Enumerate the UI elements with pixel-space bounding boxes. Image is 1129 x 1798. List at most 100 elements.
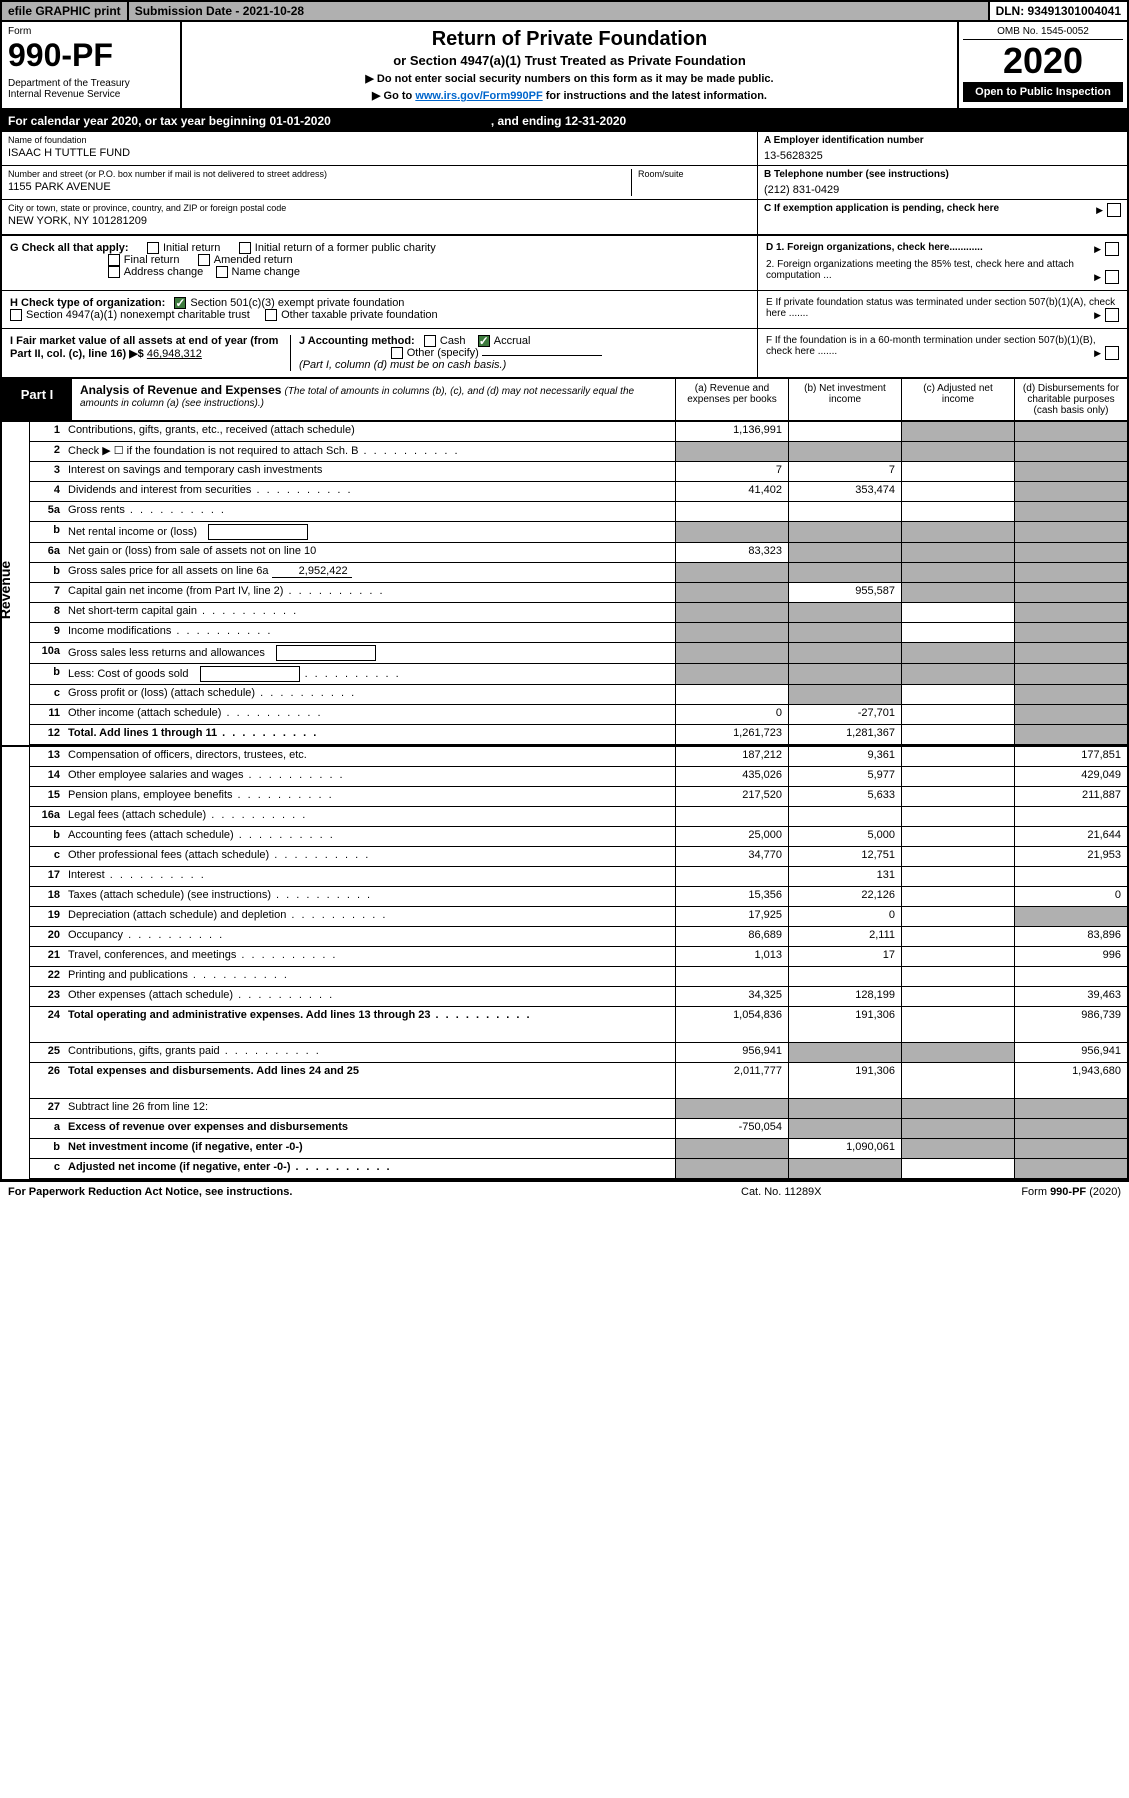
col-b-header: (b) Net investment income bbox=[788, 379, 901, 420]
table-row: 2Check ▶ ☐ if the foundation is not requ… bbox=[30, 442, 1127, 462]
value-cell-a bbox=[675, 807, 788, 826]
value-cell-b bbox=[788, 1043, 901, 1062]
table-row: 17Interest131 bbox=[30, 867, 1127, 887]
value-cell-b bbox=[788, 522, 901, 542]
value-cell-b: 22,126 bbox=[788, 887, 901, 906]
cb-4947a1[interactable] bbox=[10, 309, 22, 321]
value-cell-d bbox=[1014, 867, 1127, 886]
value-cell-c bbox=[901, 1063, 1014, 1098]
value-cell-b: 12,751 bbox=[788, 847, 901, 866]
value-cell-c bbox=[901, 867, 1014, 886]
checks-section: G Check all that apply: Initial return I… bbox=[0, 236, 1129, 379]
line-description: Capital gain net income (from Part IV, l… bbox=[64, 583, 675, 602]
line-description: Accounting fees (attach schedule) bbox=[64, 827, 675, 846]
value-cell-a bbox=[675, 643, 788, 663]
line-number: c bbox=[30, 847, 64, 866]
cb-cash[interactable] bbox=[424, 335, 436, 347]
table-row: 9Income modifications bbox=[30, 623, 1127, 643]
c-checkbox[interactable] bbox=[1096, 203, 1121, 217]
table-row: 15Pension plans, employee benefits217,52… bbox=[30, 787, 1127, 807]
value-cell-d: 956,941 bbox=[1014, 1043, 1127, 1062]
value-cell-b bbox=[788, 967, 901, 986]
cb-other-taxable[interactable] bbox=[265, 309, 277, 321]
value-cell-a bbox=[675, 603, 788, 622]
cb-initial-return[interactable] bbox=[147, 242, 159, 254]
value-cell-c bbox=[901, 987, 1014, 1006]
check-row-g: G Check all that apply: Initial return I… bbox=[2, 236, 1127, 291]
cb-name-change[interactable] bbox=[216, 266, 228, 278]
value-cell-c bbox=[901, 442, 1014, 461]
info-grid: Name of foundation ISAAC H TUTTLE FUND N… bbox=[0, 132, 1129, 236]
efile-label: efile GRAPHIC print bbox=[2, 2, 129, 20]
irs-link[interactable]: www.irs.gov/Form990PF bbox=[415, 90, 542, 102]
value-cell-d bbox=[1014, 807, 1127, 826]
line-number: 27 bbox=[30, 1099, 64, 1118]
line-description: Contributions, gifts, grants, etc., rece… bbox=[64, 422, 675, 441]
value-cell-a bbox=[675, 623, 788, 642]
value-cell-d: 83,896 bbox=[1014, 927, 1127, 946]
value-cell-c bbox=[901, 1159, 1014, 1178]
value-cell-c bbox=[901, 685, 1014, 704]
value-cell-c bbox=[901, 747, 1014, 766]
header-left: Form 990-PF Department of the TreasuryIn… bbox=[2, 22, 182, 108]
value-cell-d bbox=[1014, 705, 1127, 724]
cb-other-method[interactable] bbox=[391, 347, 403, 359]
value-cell-b bbox=[788, 543, 901, 562]
value-cell-d bbox=[1014, 1099, 1127, 1118]
value-cell-d bbox=[1014, 442, 1127, 461]
part1-header: Part I Analysis of Revenue and Expenses … bbox=[0, 379, 1129, 422]
value-cell-c bbox=[901, 522, 1014, 542]
table-row: bNet investment income (if negative, ent… bbox=[30, 1139, 1127, 1159]
line-number: 9 bbox=[30, 623, 64, 642]
value-cell-c bbox=[901, 623, 1014, 642]
line-number: 8 bbox=[30, 603, 64, 622]
check-row-h: H Check type of organization: Section 50… bbox=[2, 291, 1127, 329]
value-cell-d bbox=[1014, 1119, 1127, 1138]
table-row: 7Capital gain net income (from Part IV, … bbox=[30, 583, 1127, 603]
value-cell-d bbox=[1014, 462, 1127, 481]
col-d-header: (d) Disbursements for charitable purpose… bbox=[1014, 379, 1127, 420]
revenue-body: 1Contributions, gifts, grants, etc., rec… bbox=[30, 422, 1127, 745]
value-cell-b: -27,701 bbox=[788, 705, 901, 724]
value-cell-b bbox=[788, 442, 901, 461]
value-cell-a: 83,323 bbox=[675, 543, 788, 562]
line-number: 4 bbox=[30, 482, 64, 501]
cb-accrual[interactable] bbox=[478, 335, 490, 347]
value-cell-d bbox=[1014, 967, 1127, 986]
dln-number: DLN: 93491301004041 bbox=[990, 2, 1127, 20]
value-cell-b: 128,199 bbox=[788, 987, 901, 1006]
line-description: Less: Cost of goods sold bbox=[64, 664, 675, 684]
table-row: 26Total expenses and disbursements. Add … bbox=[30, 1063, 1127, 1099]
value-cell-b bbox=[788, 422, 901, 441]
line-number: c bbox=[30, 685, 64, 704]
value-cell-b: 955,587 bbox=[788, 583, 901, 602]
line-number: b bbox=[30, 522, 64, 542]
e-checkbox[interactable] bbox=[1094, 308, 1119, 322]
value-cell-a: -750,054 bbox=[675, 1119, 788, 1138]
value-cell-d bbox=[1014, 664, 1127, 684]
value-cell-c bbox=[901, 482, 1014, 501]
value-cell-a: 41,402 bbox=[675, 482, 788, 501]
cb-initial-former[interactable] bbox=[239, 242, 251, 254]
cb-address-change[interactable] bbox=[108, 266, 120, 278]
value-cell-a: 1,013 bbox=[675, 947, 788, 966]
cb-amended-return[interactable] bbox=[198, 254, 210, 266]
value-cell-b bbox=[788, 1099, 901, 1118]
line-description: Gross rents bbox=[64, 502, 675, 521]
f-checkbox[interactable] bbox=[1094, 346, 1119, 360]
table-row: 1Contributions, gifts, grants, etc., rec… bbox=[30, 422, 1127, 442]
cb-final-return[interactable] bbox=[108, 254, 120, 266]
value-cell-c bbox=[901, 502, 1014, 521]
value-cell-a: 34,325 bbox=[675, 987, 788, 1006]
d1-checkbox[interactable] bbox=[1094, 242, 1119, 256]
cb-501c3[interactable] bbox=[174, 297, 186, 309]
value-cell-a bbox=[675, 502, 788, 521]
table-row: bGross sales price for all assets on lin… bbox=[30, 563, 1127, 583]
value-cell-d bbox=[1014, 583, 1127, 602]
table-row: 23Other expenses (attach schedule)34,325… bbox=[30, 987, 1127, 1007]
line-description: Gross sales price for all assets on line… bbox=[64, 563, 675, 582]
value-cell-a: 17,925 bbox=[675, 907, 788, 926]
table-row: 8Net short-term capital gain bbox=[30, 603, 1127, 623]
d2-checkbox[interactable] bbox=[1094, 270, 1119, 284]
cal-year-end: , and ending 12-31-2020 bbox=[491, 114, 626, 128]
